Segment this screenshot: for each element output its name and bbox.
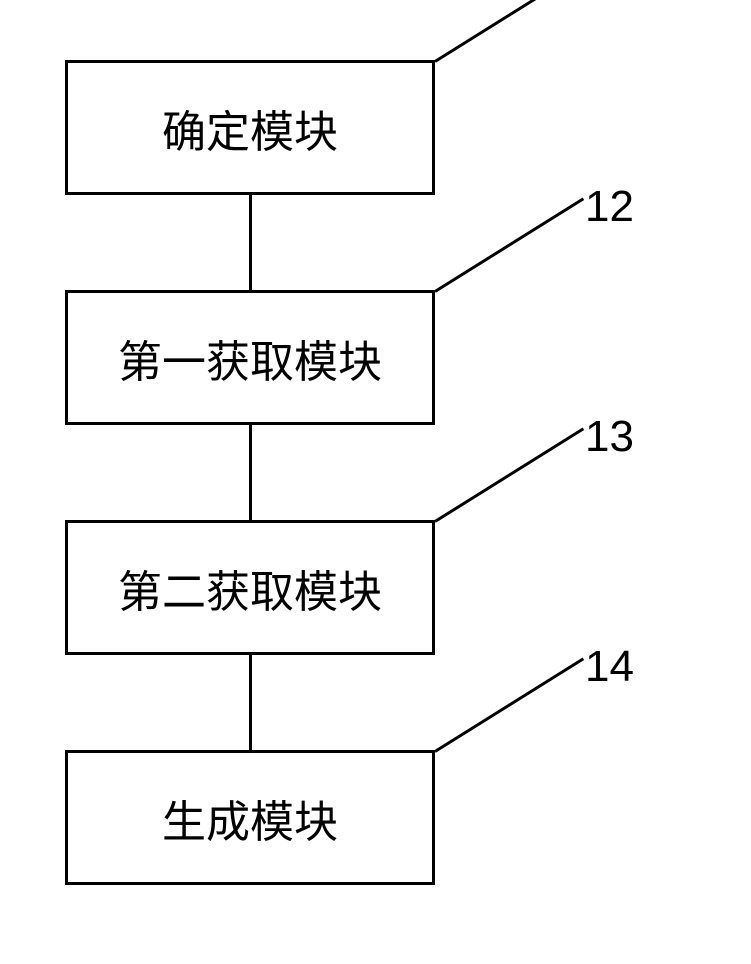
leader-line bbox=[434, 0, 584, 63]
module-box-3: 第二获取模块 bbox=[65, 520, 435, 655]
module-box-4: 生成模块 bbox=[65, 750, 435, 885]
module-number-label: 13 bbox=[585, 412, 634, 462]
connector-line bbox=[249, 425, 252, 520]
module-box-label: 确定模块 bbox=[162, 96, 338, 160]
leader-line bbox=[434, 427, 584, 522]
leader-line bbox=[434, 657, 584, 752]
module-number-label: 11 bbox=[585, 0, 631, 2]
module-box-2: 第一获取模块 bbox=[65, 290, 435, 425]
module-box-label: 第二获取模块 bbox=[118, 556, 382, 620]
diagram-canvas: 确定模块 11 第一获取模块 12 第二获取模块 13 生成模块 14 bbox=[0, 0, 751, 964]
module-box-label: 生成模块 bbox=[162, 786, 338, 850]
module-box-1: 确定模块 bbox=[65, 60, 435, 195]
module-number-label: 12 bbox=[585, 182, 634, 232]
module-number-label: 14 bbox=[585, 642, 634, 692]
connector-line bbox=[249, 195, 252, 290]
module-box-label: 第一获取模块 bbox=[118, 326, 382, 390]
leader-line bbox=[434, 197, 584, 292]
connector-line bbox=[249, 655, 252, 750]
